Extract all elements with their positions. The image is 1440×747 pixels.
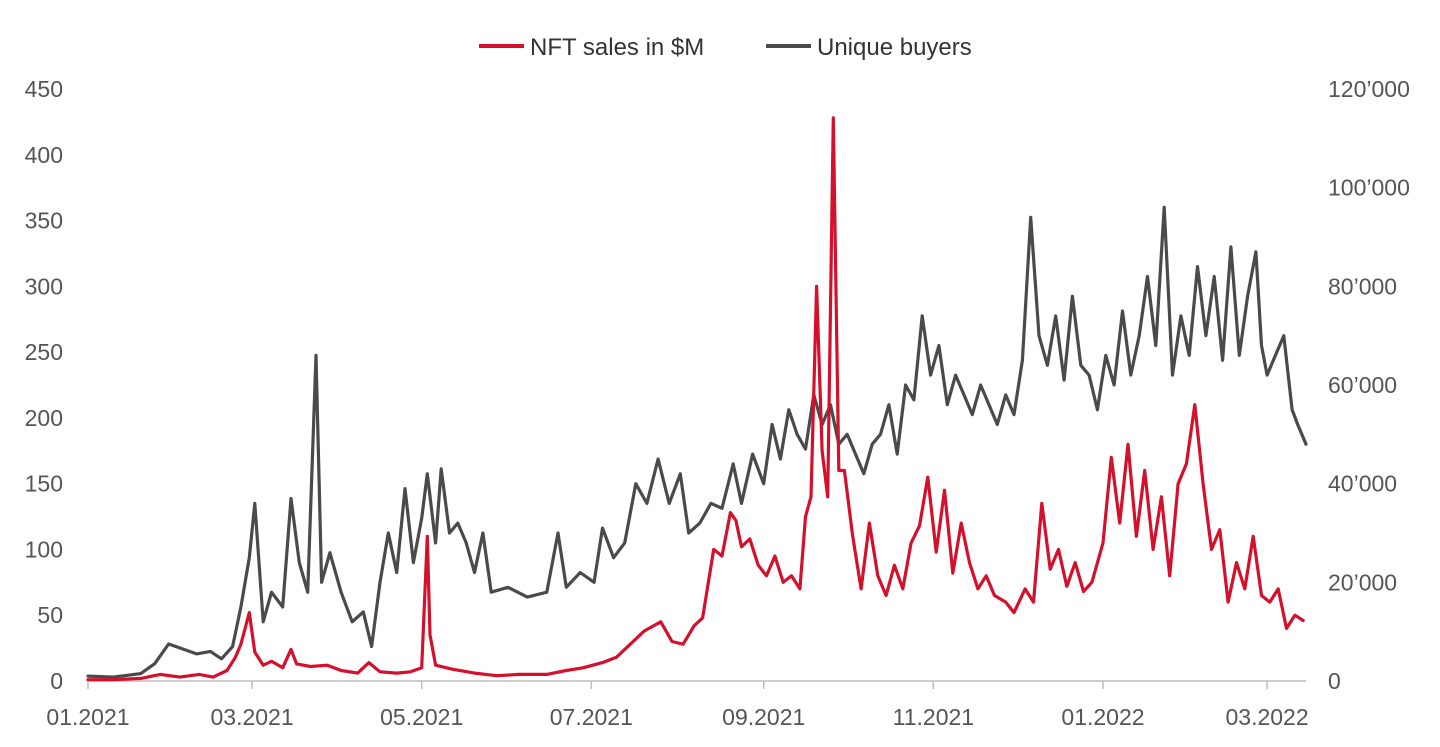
x-tick-label: 01.2021 — [46, 704, 129, 730]
x-tick-label: 03.2022 — [1225, 704, 1308, 730]
x-tick-label: 11.2021 — [893, 704, 974, 730]
y-left-tick-label: 0 — [50, 668, 63, 694]
y-left-tick-label: 450 — [25, 76, 63, 102]
y-left-tick-label: 400 — [25, 142, 63, 168]
x-tick-label: 03.2021 — [210, 704, 293, 730]
x-tick-label: 05.2021 — [380, 704, 463, 730]
y-right-tick-label: 0 — [1328, 668, 1341, 694]
axes: 01.2021 03.2021 05.2021 07.2021 09.2021 11.20… — [25, 76, 1410, 730]
y-right-tick-label: 120’000 — [1328, 76, 1410, 102]
x-tick-label: 01.2022 — [1061, 704, 1144, 730]
y-left-tick-label: 100 — [25, 536, 63, 562]
x-tick-label: 07.2021 — [550, 704, 633, 730]
y-left-tick-label: 350 — [25, 208, 63, 234]
legend: NFT sales in $M Unique buyers — [479, 34, 972, 61]
y-left-tick-label: 200 — [25, 405, 63, 431]
series — [86, 116, 1308, 682]
y-left-tick-label: 150 — [25, 471, 63, 497]
y-right-tick-label: 20’000 — [1328, 569, 1397, 595]
legend-label-unique-buyers: Unique buyers — [817, 34, 972, 61]
y-left-tick-label: 250 — [25, 339, 63, 365]
y-left-tick-label: 50 — [37, 602, 63, 628]
x-tick-label: 09.2021 — [722, 704, 805, 730]
series-line-unique-buyers — [86, 205, 1308, 679]
y-left-tick-label: 300 — [25, 273, 63, 299]
series-line-nft-sales — [86, 116, 1305, 682]
legend-label-nft-sales: NFT sales in $M — [530, 34, 704, 61]
y-right-tick-label: 60’000 — [1328, 372, 1397, 398]
y-right-tick-label: 40’000 — [1328, 471, 1397, 497]
y-right-tick-label: 80’000 — [1328, 273, 1397, 299]
y-right-tick-label: 100’000 — [1328, 175, 1410, 201]
